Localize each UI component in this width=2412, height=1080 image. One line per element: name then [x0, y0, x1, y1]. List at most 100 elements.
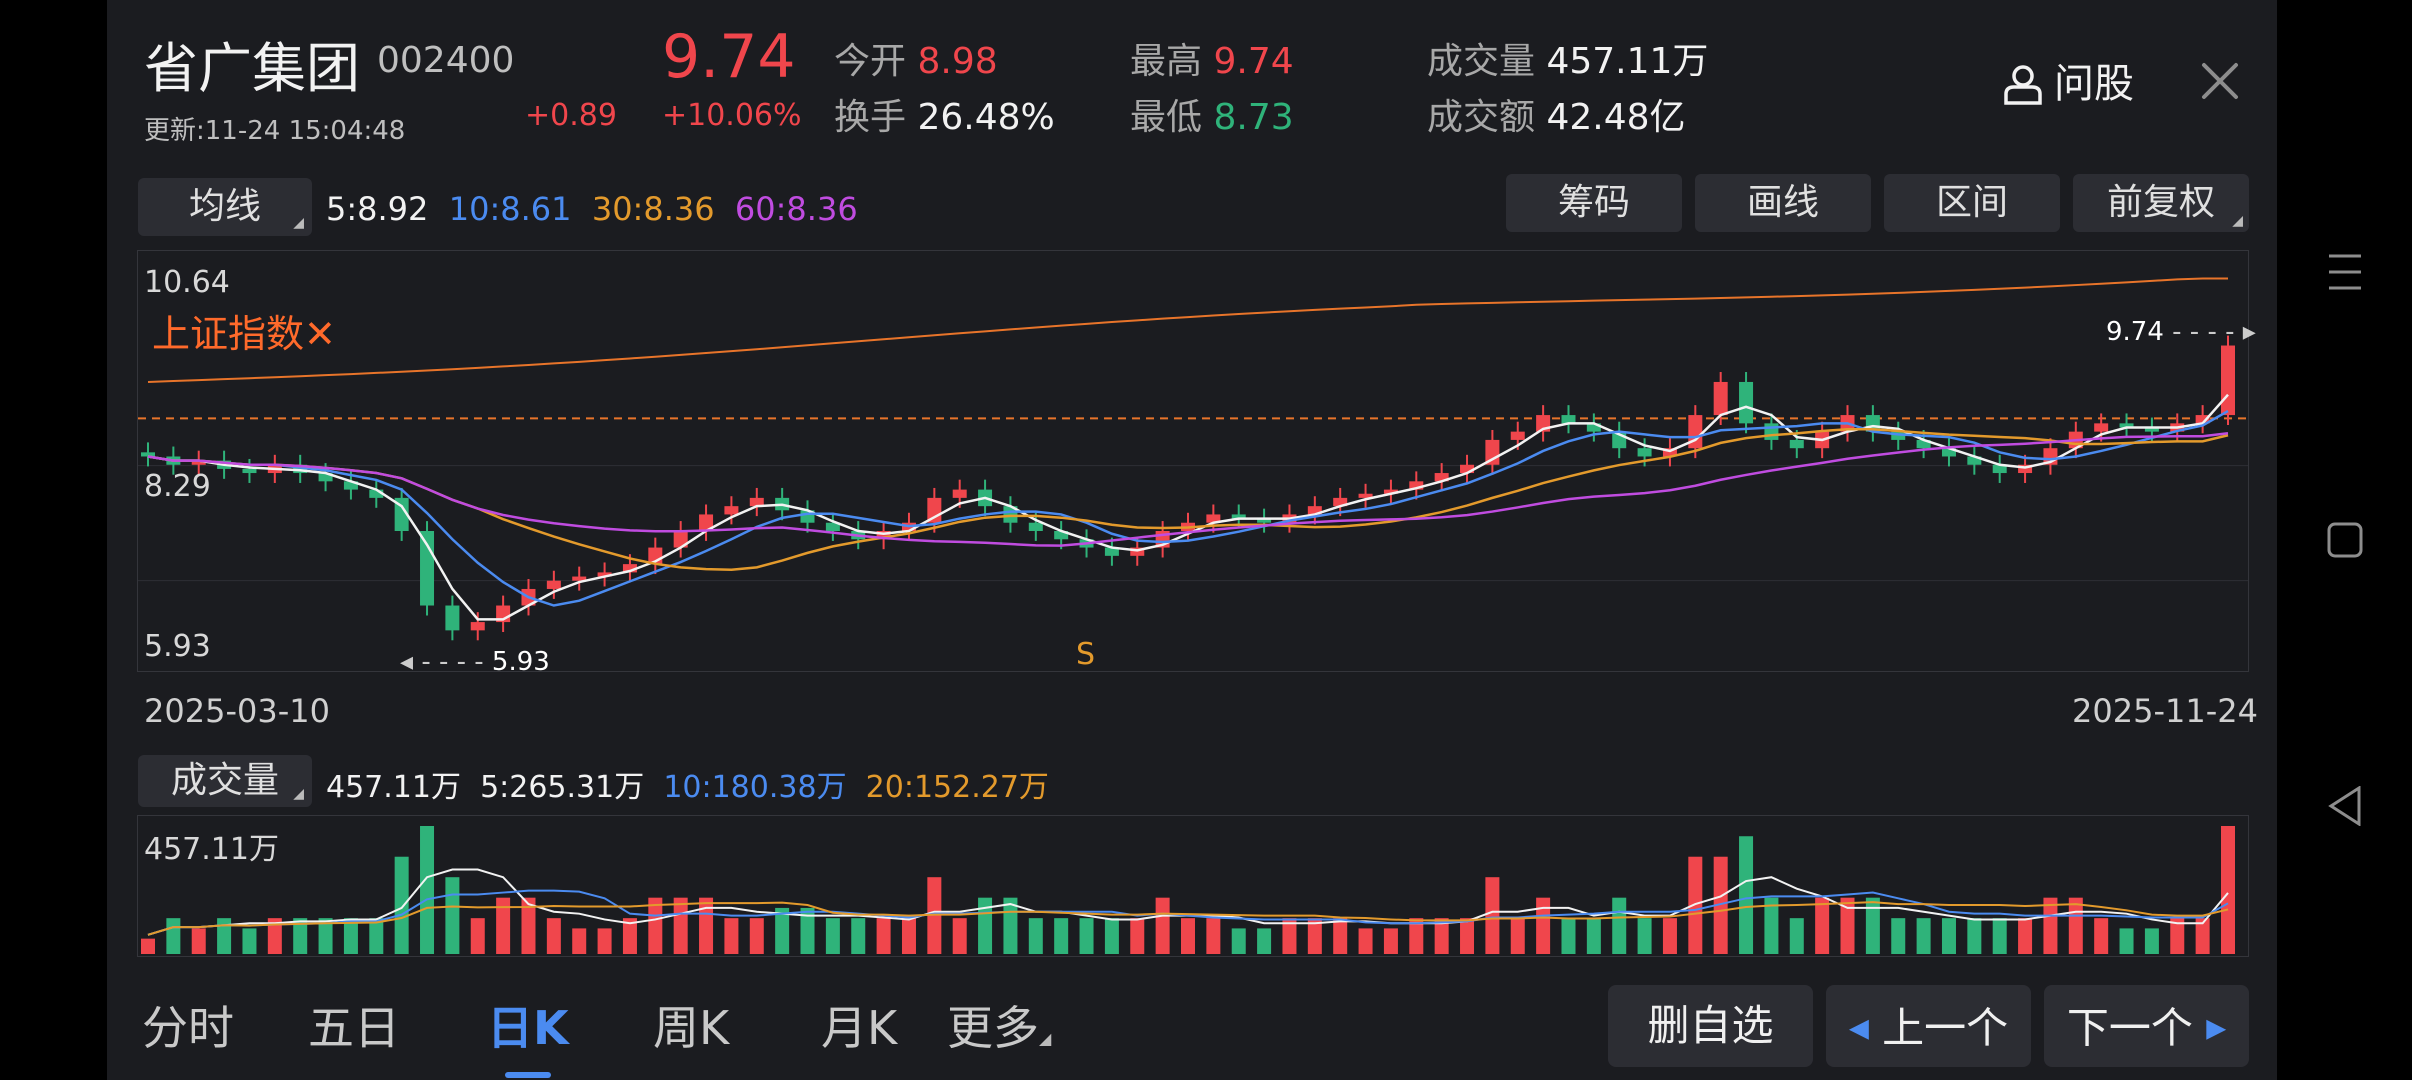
- volume-current: 457.11万: [326, 770, 461, 805]
- volume-bar: [2018, 918, 2033, 954]
- volume-ma10: 10:180.38万: [663, 770, 847, 805]
- volume-bar: [1688, 856, 1703, 954]
- s-text-marker: S: [1076, 637, 1096, 672]
- volume-bar: [394, 856, 409, 954]
- volume-bar: [1383, 928, 1398, 954]
- volume-bar: [2119, 928, 2134, 954]
- range-label: 区间: [1935, 182, 2008, 223]
- high-label: 最高: [1130, 41, 1203, 82]
- candle-body: [1028, 522, 1043, 531]
- volume-bar: [420, 826, 435, 954]
- ma-dropdown-label: 均线: [188, 186, 261, 227]
- low-stat: 最低 8.73: [1130, 88, 1294, 140]
- ask-stock-button[interactable]: 问股: [2000, 52, 2134, 112]
- volume-bar: [1941, 918, 1956, 954]
- volume-ma5: 5:265.31万: [480, 770, 645, 805]
- stock-code: 002400: [377, 40, 515, 81]
- user-icon: [2004, 65, 2042, 105]
- remove-watchlist-label: 删自选: [1647, 1001, 1774, 1050]
- dropdown-triangle-icon: ◢: [293, 786, 304, 802]
- adjust-dropdown[interactable]: 前复权 ◢: [2073, 174, 2249, 232]
- candle-body: [546, 580, 561, 589]
- volume-bar: [775, 907, 790, 954]
- amount-label: 成交额: [1427, 97, 1536, 138]
- volume-bar: [2221, 826, 2235, 954]
- close-icon[interactable]: [2200, 61, 2240, 101]
- range-button[interactable]: 区间: [1884, 174, 2060, 232]
- volume-bar: [1079, 918, 1094, 954]
- tab-monthly-k[interactable]: 月K: [821, 1001, 898, 1055]
- ma60-value: 60:8.36: [734, 190, 858, 228]
- open-label: 今开: [834, 41, 907, 82]
- candle-body: [749, 497, 764, 507]
- candle-body: [673, 531, 688, 548]
- volume-bar: [369, 918, 384, 954]
- home-icon[interactable]: [2327, 522, 2363, 558]
- candle-body: [1054, 531, 1069, 540]
- next-stock-button[interactable]: 下一个 ▶: [2044, 985, 2249, 1067]
- open-value: 8.98: [917, 41, 998, 82]
- candle-body: [1231, 514, 1246, 519]
- volume-chart[interactable]: 457.11万: [137, 815, 2249, 957]
- candle-body: [445, 605, 460, 631]
- dropdown-triangle-icon: ◢: [2232, 213, 2243, 229]
- turnover-value: 26.48%: [917, 97, 1055, 138]
- low-label: 最低: [1130, 97, 1203, 138]
- index-overlay-label[interactable]: 上证指数✕: [152, 312, 336, 356]
- volume-bar: [1815, 897, 1830, 954]
- low-value: 8.73: [1213, 97, 1294, 138]
- volume-bar: [166, 918, 181, 954]
- candle-body: [1104, 547, 1119, 556]
- candle-body: [1586, 423, 1601, 432]
- volume-bar: [2043, 897, 2058, 954]
- tab-more[interactable]: 更多◢: [947, 998, 1051, 1069]
- volume-bar: [1612, 897, 1627, 954]
- volume-bar: [470, 918, 485, 954]
- ma10-line: [147, 409, 2229, 607]
- volume-ma20: 20:152.27万: [865, 770, 1049, 805]
- y-axis-mid: 8.29: [144, 469, 211, 504]
- tab-daily-k[interactable]: 日K: [487, 1001, 569, 1055]
- candle-body: [1688, 415, 1703, 449]
- ma5-line: [147, 393, 2229, 621]
- remove-watchlist-button[interactable]: 删自选: [1608, 985, 1813, 1067]
- volume-ma10-line: [147, 889, 2229, 936]
- draw-line-button[interactable]: 画线: [1695, 174, 1871, 232]
- candle-body: [1358, 493, 1373, 498]
- tab-intraday[interactable]: 分时: [142, 1001, 234, 1055]
- candle-body: [1662, 448, 1677, 457]
- candle-body: [470, 622, 485, 631]
- candle-body: [1637, 448, 1652, 457]
- volume-bar: [1992, 918, 2007, 954]
- low-price-value: 5.93: [491, 647, 550, 677]
- candle-body: [876, 531, 891, 540]
- candle-body: [699, 514, 714, 531]
- volume-bar: [851, 918, 866, 954]
- candle-body: [191, 460, 206, 465]
- tab-five-day[interactable]: 五日: [308, 1001, 400, 1055]
- volume-bar: [1891, 918, 1906, 954]
- volume-bar: [978, 897, 993, 954]
- tab-weekly-k[interactable]: 周K: [653, 1001, 730, 1055]
- amount-value: 42.48亿: [1546, 97, 1686, 138]
- volume-bar: [1485, 877, 1500, 954]
- candle-body: [2094, 423, 2109, 432]
- chips-button[interactable]: 筹码: [1506, 174, 1682, 232]
- volume-ma20-line: [147, 901, 2229, 936]
- ma-dropdown[interactable]: 均线 ◢: [138, 178, 312, 236]
- candle-body: [825, 522, 840, 531]
- volume-bar: [699, 897, 714, 954]
- candle-body: [1307, 506, 1322, 515]
- prev-stock-button[interactable]: ◀ 上一个: [1826, 985, 2031, 1067]
- ma-values: 5:8.92 10:8.61 30:8.36 60:8.36: [326, 190, 858, 228]
- candle-body: [1333, 497, 1348, 507]
- candle-body: [242, 468, 257, 474]
- menu-icon[interactable]: [2327, 252, 2363, 292]
- back-icon[interactable]: [2327, 786, 2363, 826]
- volume-bar: [1637, 918, 1652, 954]
- kline-chart[interactable]: 10.64 上证指数✕ 8.29 5.93 9.74 - - - - ▸ ◂ -…: [137, 250, 2256, 677]
- volume-dropdown[interactable]: 成交量 ◢: [138, 755, 312, 807]
- candle-body: [952, 489, 967, 498]
- date-start: 2025-03-10: [144, 692, 330, 730]
- volume-bar: [191, 928, 206, 954]
